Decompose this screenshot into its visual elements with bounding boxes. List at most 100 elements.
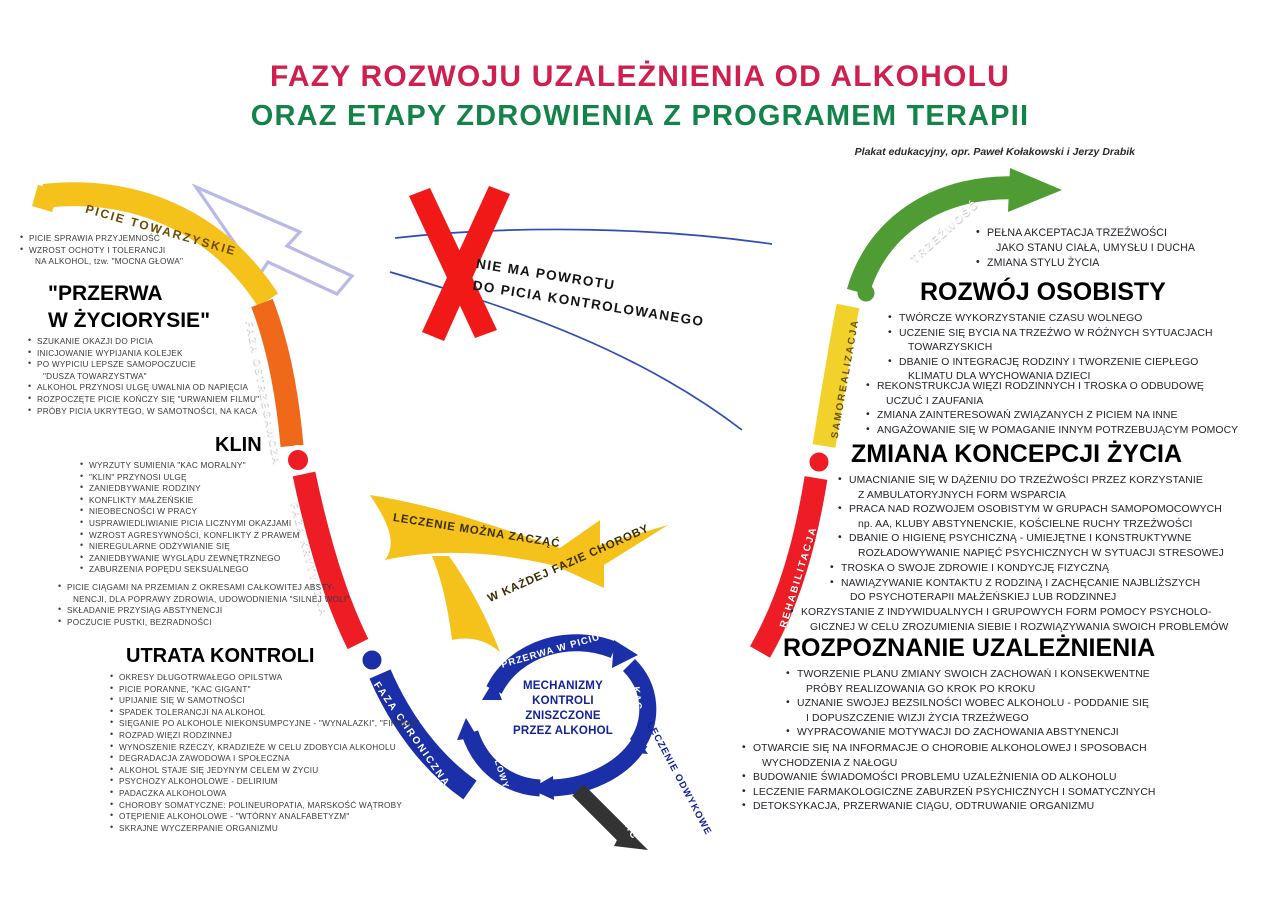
list-item: DETOKSYKACJA, PRZERWANIE CIĄGU, ODTRUWAN… xyxy=(742,799,1156,815)
list-item: SPADEK TOLERANCJI NA ALKOHOL xyxy=(110,706,419,719)
list-item: CHOROBY SOMATYCZNE: POLINEUROPATIA, MARS… xyxy=(110,799,419,812)
list-item: TWÓRCZE WYKORZYSTANIE CZASU WOLNEGO xyxy=(888,311,1213,327)
list-item: UCZUĆ I ZAUFANIA xyxy=(886,395,984,407)
heading-utrata-kontroli: UTRATA KONTROLI xyxy=(126,645,315,667)
bullets-rozwoj-osobisty: TWÓRCZE WYKORZYSTANIE CZASU WOLNEGO UCZE… xyxy=(888,311,1213,385)
list-item: OTĘPIENIE ALKOHOLOWE - "WTÓRNY ANALFABET… xyxy=(110,810,419,823)
list-item: POCZUCIE PUSTKI, BEZRADNOŚCI xyxy=(58,616,350,629)
list-item: "KLIN" PRZYNOSI ULGĘ xyxy=(80,471,300,484)
list-item: NIEOBECNOŚCI W PRACY xyxy=(80,505,300,518)
list-item: ZMIANA ZAINTERESOWAŃ ZWIĄZANYCH Z PICIEM… xyxy=(866,408,1238,424)
social-drinking-arc xyxy=(42,182,279,307)
list-item: SKRAJNE WYCZERPANIE ORGANIZMU xyxy=(110,822,419,835)
list-item: ROZŁADOWYWANIE NAPIĘĆ PSYCHICZNYCH W SYT… xyxy=(858,547,1224,559)
list-item: WYNOSZENIE RZECZY, KRADZIEŻE W CELU ZDOB… xyxy=(110,741,419,754)
cycle-center-line1: MECHANIZMY xyxy=(523,680,603,692)
list-item: DO PSYCHOTERAPII MAŁŻEŃSKIEJ LUB RODZINN… xyxy=(850,592,1117,604)
poster-title-line1: FAZY ROZWOJU UZALEŻNIENIA OD ALKOHOLU xyxy=(270,60,1010,93)
list-item: PEŁNA AKCEPTACJA TRZEŹWOŚCI xyxy=(976,225,1195,241)
list-item: KORZYSTANIE Z INDYWIDUALNYCH I GRUPOWYCH… xyxy=(790,605,1228,621)
cycle-arrow-bottom-right xyxy=(547,737,648,797)
list-item: np. AA, KLUBY ABSTYNENCKIE, KOŚCIELNE RU… xyxy=(858,518,1193,530)
cycle-center-line2: KONTROLI xyxy=(532,695,594,707)
list-item: UPIJANIE SIĘ W SAMOTNOŚCI xyxy=(110,694,419,707)
list-item: WZROST OCHOTY I TOLERANCJI xyxy=(20,244,183,257)
list-item: DBANIE O INTEGRACJĘ RODZINY I TWORZENIE … xyxy=(888,355,1213,371)
list-item: NAWIĄZYWANIE KONTAKTU Z RODZINĄ I ZACHĘC… xyxy=(830,576,1200,592)
list-item: NENCJI, DLA POPRAWY ZDROWIA, UDOWODNIENI… xyxy=(73,594,350,604)
list-item: PRÓBY REALIZOWANIA GO KROK PO KROKU xyxy=(806,683,1036,695)
list-item: WYPRACOWANIE MOTYWACJI DO ZACHOWANIA ABS… xyxy=(786,725,1150,741)
cycle-label-kac: KAC xyxy=(630,686,644,711)
list-item: PICIE CIĄGAMI NA PRZEMIAN Z OKRESAMI CAŁ… xyxy=(58,581,350,594)
list-item: WYRZUTY SUMIENIA "KAC MORALNY" xyxy=(80,459,300,472)
bullets-klin: WYRZUTY SUMIENIA "KAC MORALNY" "KLIN" PR… xyxy=(80,459,300,576)
return-curve-lower xyxy=(389,271,743,431)
list-item: ROZPOCZĘTE PICIE KOŃCZY SIĘ "URWANIEM FI… xyxy=(28,393,259,406)
phase-warning-bar xyxy=(251,298,304,447)
list-item: ZMIANA STYLU ŻYCIA xyxy=(976,255,1195,271)
list-item: WZROST AGRESYWNOŚCI, KONFLIKTY Z PRAWEM xyxy=(80,529,300,542)
node-utrata-kontroli xyxy=(357,645,387,675)
social-drinking-arc-tail xyxy=(32,185,60,212)
list-item: TROSKA O SWOJE ZDROWIE I KONDYCJĘ FIZYCZ… xyxy=(830,561,1200,577)
death-arrow-head xyxy=(614,826,648,850)
list-item: SZUKANIE OKAZJI DO PICIA xyxy=(28,335,259,348)
list-item: UCZENIE SIĘ BYCIA NA TRZEŹWO W RÓŻNYCH S… xyxy=(888,326,1213,342)
list-item: ANGAŻOWANIE SIĘ W POMAGANIE INNYM POTRZE… xyxy=(866,423,1238,439)
list-item: PRACA NAD ROZWOJEM OSOBISTYM W GRUPACH S… xyxy=(838,502,1224,518)
heading-rozpoznanie-uzaleznienia: ROZPOZNANIE UZALEŻNIENIA xyxy=(783,634,1156,662)
phase-critical-bar xyxy=(292,471,369,650)
list-item: DBANIE O HIGIENĘ PSYCHICZNĄ - UMIEJĘTNE … xyxy=(838,531,1224,547)
list-item: ZANIEDBYWANIE WYGLĄDU ZEWNĘTRZNEGO xyxy=(80,552,300,565)
phase-rehabilitation-bar xyxy=(750,476,828,658)
list-item: INICJOWANIE WYPIJANIA KOLEJEK xyxy=(28,347,259,360)
phase-selfrealization-bar xyxy=(812,303,860,448)
treatment-arrow xyxy=(370,495,668,652)
list-item: PICIE PORANNE, "KAC GIGANT" xyxy=(110,683,419,696)
list-item: SIĘGANIE PO ALKOHOLE NIEKONSUMPCYJNE - "… xyxy=(110,717,419,730)
heading-klin: KLIN xyxy=(215,434,262,456)
cycle-arrow-left-ciag xyxy=(461,730,541,797)
list-item: LECZENIE FARMAKOLOGICZNE ZABURZEŃ PSYCHI… xyxy=(742,785,1156,801)
poster-attribution: Plakat edukacyjny, opr. Paweł Kołakowski… xyxy=(854,146,1135,158)
list-item: TWORZENIE PLANU ZMIANY SWOICH ZACHOWAŃ I… xyxy=(786,667,1150,683)
bullets-rozpoznanie-uzaleznienia: TWORZENIE PLANU ZMIANY SWOICH ZACHOWAŃ I… xyxy=(786,667,1150,741)
cycle-center-line4: PRZEZ ALKOHOL xyxy=(513,725,613,737)
bullets-zmiana-koncepcji-zycia-b: TROSKA O SWOJE ZDROWIE I KONDYCJĘ FIZYCZ… xyxy=(830,561,1200,606)
list-item: Z AMBULATORYJNYCH FORM WSPARCIA xyxy=(858,489,1066,501)
list-item: JAKO STANU CIAŁA, UMYSŁU I DUCHA xyxy=(996,242,1196,254)
heading-przerwa-w-zyciorysie: "PRZERWA W ŻYCIORYSIE" xyxy=(48,280,210,334)
list-item: SKŁADANIE PRZYSIĄG ABSTYNENCJI xyxy=(58,604,350,617)
sobriety-arc-head xyxy=(1008,168,1062,212)
sobriety-arc xyxy=(846,176,1021,296)
heading-zmiana-koncepcji-zycia: ZMIANA KONCEPCJI ŻYCIA xyxy=(851,440,1183,468)
list-item: PICIE SPRAWIA PRZYJEMNOŚĆ xyxy=(20,232,183,245)
list-item: "DUSZA TOWARZYSTWA" xyxy=(43,371,147,381)
list-item: BUDOWANIE ŚWIADOMOŚCI PROBLEMU UZALEŻNIE… xyxy=(742,770,1156,786)
list-item: OKRESY DŁUGOTRWAŁEGO OPILSTWA xyxy=(110,671,419,684)
list-item: ZABURZENIA POPĘDU SEKSUALNEGO xyxy=(80,563,300,576)
node-zmiana-koncepcji xyxy=(804,447,834,477)
list-item: PADACZKA ALKOHOLOWA xyxy=(110,787,419,800)
list-item: USPRAWIEDLIWIANIE PICIA LICZNYMI OKAZJAM… xyxy=(80,517,300,530)
cycle-arrow-right-kac xyxy=(622,658,657,749)
cycle-ring xyxy=(457,634,657,800)
list-item: OTWARCIE SIĘ NA INFORMACJE O CHOROBIE AL… xyxy=(742,741,1156,757)
list-item: GICZNEJ W CELU ZROZUMIENIA SIEBIE I ROZW… xyxy=(810,621,1229,633)
cycle-center-text: MECHANIZMY KONTROLI ZNISZCZONE PRZEZ ALK… xyxy=(497,679,629,739)
cycle-arrow-top xyxy=(486,634,618,695)
bullets-picie-towarzyskie: PICIE SPRAWIA PRZYJEMNOŚĆ WZROST OCHOTY … xyxy=(20,232,183,268)
list-item: ZANIEDBYWANIE RODZINY xyxy=(80,482,300,495)
list-item: NIEREGULARNE ODŻYWIANIE SIĘ xyxy=(80,540,300,553)
list-item: KONFLIKTY MAŁŻEŃSKIE xyxy=(80,494,300,507)
bullets-utrata-kontroli: OKRESY DŁUGOTRWAŁEGO OPILSTWA PICIE PORA… xyxy=(110,671,419,835)
list-item: WYCHODZENIA Z NAŁOGU xyxy=(762,757,898,769)
heading-rozwoj-osobisty: ROZWÓJ OSOBISTY xyxy=(920,278,1166,306)
list-item: PSYCHOZY ALKOHOLOWE - DELIRIUM xyxy=(110,775,419,788)
list-item: PRÓBY PICIA UKRYTEGO, W SAMOTNOŚCI, NA K… xyxy=(28,405,259,418)
list-item: ALKOHOL PRZYNOSI ULGĘ UWALNIA OD NAPIĘCI… xyxy=(28,381,259,394)
list-item: REKONSTRUKCJA WIĘZI RODZINNYCH I TROSKA … xyxy=(866,379,1238,395)
bullets-zmiana-koncepcji-zycia-c: KORZYSTANIE Z INDYWIDUALNYCH I GRUPOWYCH… xyxy=(790,605,1229,635)
